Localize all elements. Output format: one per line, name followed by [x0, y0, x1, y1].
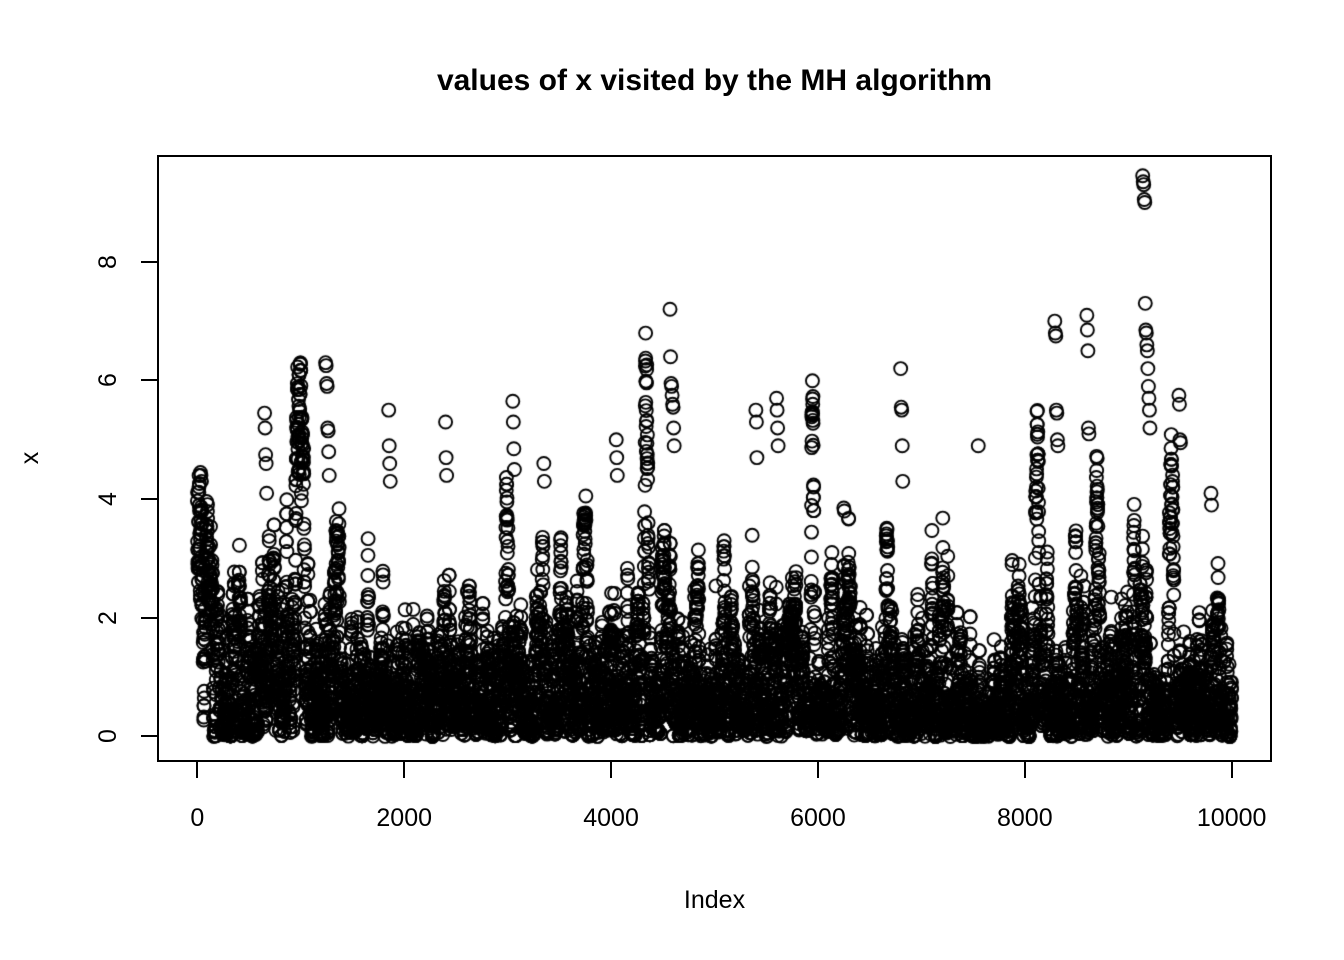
- y-tick-label: 2: [93, 610, 122, 625]
- x-tick-mark: [1230, 762, 1233, 778]
- x-tick-label: 8000: [996, 804, 1053, 832]
- y-tick-mark: [141, 379, 157, 382]
- y-tick-mark: [141, 498, 157, 501]
- plot-border: [157, 155, 1272, 762]
- y-tick-label: 8: [93, 254, 122, 269]
- x-tick-mark: [610, 762, 613, 778]
- x-tick-label: 4000: [583, 804, 639, 832]
- x-axis-label: Index: [683, 886, 746, 914]
- y-tick-mark: [141, 260, 157, 263]
- scatter-plot-area: [157, 155, 1272, 762]
- y-tick-mark: [141, 735, 157, 738]
- y-tick-mark: [141, 616, 157, 619]
- y-tick-label: 0: [93, 729, 122, 744]
- x-tick-label: 10000: [1196, 804, 1267, 832]
- y-axis-label: x: [14, 440, 46, 476]
- y-tick-label: 4: [93, 492, 122, 507]
- y-tick-label: 6: [93, 373, 122, 388]
- y-axis-label-text: x: [15, 451, 44, 465]
- chart-title: values of x visited by the MH algorithm: [436, 64, 993, 97]
- x-tick-mark: [403, 762, 406, 778]
- x-tick-label: 2000: [376, 804, 433, 832]
- x-tick-label: 6000: [790, 804, 846, 832]
- x-tick-mark: [816, 762, 819, 778]
- x-tick-label: 0: [190, 804, 205, 832]
- x-tick-mark: [196, 762, 199, 778]
- x-tick-mark: [1023, 762, 1026, 778]
